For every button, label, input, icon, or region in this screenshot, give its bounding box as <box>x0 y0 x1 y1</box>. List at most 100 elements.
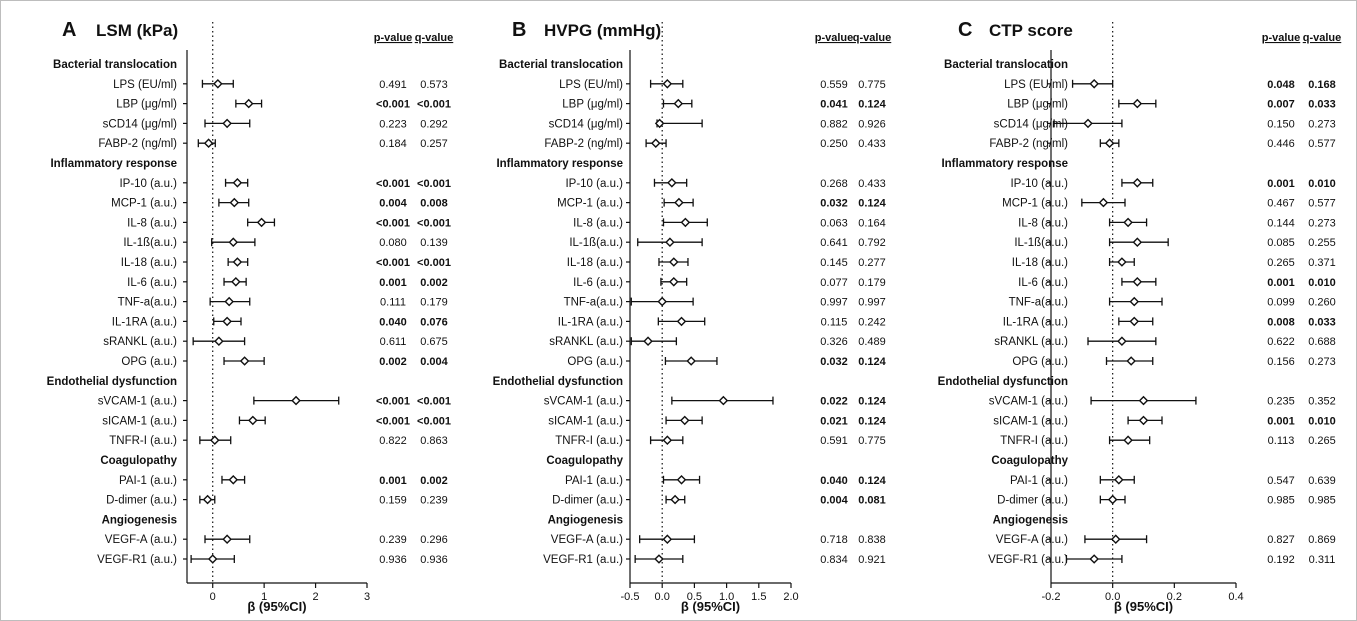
panel-a-p-value: 0.040 <box>379 316 407 328</box>
panel-a-q-value: 0.179 <box>420 297 448 309</box>
panel-b-row-label: MCP-1 (a.u.) <box>557 198 623 210</box>
panel-b-x-tick-label: 2.0 <box>783 591 798 603</box>
panel-b-beta-point <box>674 197 684 208</box>
panel-c-q-value: 0.273 <box>1308 217 1336 229</box>
panel-b-p-header: p-value <box>815 32 854 44</box>
panel-b-p-value: 0.641 <box>820 237 848 249</box>
panel-a-p-value: <0.001 <box>376 415 410 427</box>
panel-c-row-label: IL-18 (a.u.) <box>1012 257 1068 269</box>
panel-a-q-header: q-value <box>415 32 454 44</box>
panel-b-p-value: 0.032 <box>820 198 848 210</box>
panel-b-beta-point <box>650 138 661 148</box>
panel-b-category-label: Coagulopathy <box>546 455 623 467</box>
panel-a-row-label: LPS (EU/ml) <box>113 79 177 91</box>
panel-c-row-label: sVCAM-1 (a.u.) <box>989 396 1068 408</box>
panel-b-row-label: sVCAM-1 (a.u.) <box>544 396 623 408</box>
panel-c-beta-point <box>1098 197 1109 208</box>
panel-a-q-value: 0.257 <box>420 138 448 150</box>
panel-a-category-label: Endothelial dysfunction <box>47 376 177 388</box>
panel-b-row-label: sCD14 (μg/ml) <box>549 118 624 130</box>
panel-b-beta-point <box>662 534 673 544</box>
panel-a-beta-point <box>207 554 218 564</box>
panel-b-row-label: IL-8 (a.u.) <box>573 217 623 229</box>
panel-a-p-value: 0.223 <box>379 118 407 130</box>
panel-c-q-value: 0.639 <box>1308 475 1336 487</box>
panel-c-row-label: OPG (a.u.) <box>1012 356 1068 368</box>
panel-a-q-value: 0.004 <box>420 356 448 368</box>
panel-c-p-value: 0.048 <box>1267 79 1295 91</box>
panel-b-q-value: 0.838 <box>858 534 886 546</box>
panel-a-beta-point <box>222 316 232 327</box>
panel-b-q-value: 0.124 <box>858 415 886 427</box>
panel-a-q-value: 0.573 <box>420 79 448 91</box>
panel-b-row-label: IL-1RA (a.u.) <box>558 316 623 328</box>
panel-b-p-value: 0.115 <box>821 316 848 328</box>
panel-a-beta-point <box>222 534 232 544</box>
panel-c-x-axis-label: β (95%CI) <box>1114 599 1173 614</box>
panel-a-title: LSM (kPa) <box>96 21 178 40</box>
panel-b-x-tick-label: 1.5 <box>751 591 766 603</box>
panel-c-row-label: IL-6 (a.u.) <box>1018 277 1068 289</box>
panel-c-q-value: 0.273 <box>1308 118 1336 130</box>
panel-b-category-label: Bacterial translocation <box>499 59 623 71</box>
panel-a-q-value: 0.008 <box>420 198 448 210</box>
panel-c-p-value: 0.235 <box>1267 396 1295 408</box>
panel-c-row-label: LBP (μg/ml) <box>1007 99 1068 111</box>
panel-c-beta-point <box>1117 257 1127 267</box>
panel-c-p-value: 0.144 <box>1267 217 1295 229</box>
panel-b-p-value: 0.032 <box>820 356 848 368</box>
panel-c-q-value: 0.869 <box>1308 534 1336 546</box>
panel-b-p-value: 0.834 <box>820 554 848 566</box>
panel-a-row-label: sICAM-1 (a.u.) <box>102 415 177 427</box>
panel-a-p-value: 0.822 <box>379 435 407 447</box>
panel-a-row-label: IL-18 (a.u.) <box>121 257 177 269</box>
panel-c-q-value: 0.010 <box>1308 277 1336 289</box>
panel-b-row-label: IL-1ß(a.u.) <box>569 237 623 249</box>
panel-a-beta-point <box>229 197 240 208</box>
panel-a-row-label: PAI-1 (a.u.) <box>119 475 177 487</box>
panel-a-q-value: 0.292 <box>420 118 448 130</box>
panel-c-beta-point <box>1089 79 1099 89</box>
panel-c-p-value: 0.085 <box>1267 237 1295 249</box>
panel-c-q-value: 0.033 <box>1308 316 1336 328</box>
panel-b-q-value: 0.792 <box>858 237 886 249</box>
panel-b-x-tick-label: 1.0 <box>719 591 734 603</box>
panel-a-x-axis-label: β (95%CI) <box>247 599 306 614</box>
panel-c-q-value: 0.265 <box>1308 435 1336 447</box>
panel-c-p-header: p-value <box>1262 32 1301 44</box>
panel-a-p-value: 0.184 <box>379 138 407 150</box>
panel-b-beta-point <box>673 98 684 109</box>
panel-c-x-tick-label: -0.2 <box>1042 591 1061 603</box>
panel-c-row-label: IP-10 (a.u.) <box>1010 178 1068 190</box>
panel-c-p-value: 0.008 <box>1267 316 1295 328</box>
panel-a-p-value: <0.001 <box>376 257 410 269</box>
panel-a-row-label: sRANKL (a.u.) <box>103 336 177 348</box>
panel-a-row-label: IL-8 (a.u.) <box>127 217 177 229</box>
panel-c-p-value: 0.001 <box>1267 277 1295 289</box>
panel-c-row-label: PAI-1 (a.u.) <box>1010 475 1068 487</box>
panel-a-q-value: 0.675 <box>420 336 448 348</box>
panel-c-p-value: 0.001 <box>1267 415 1295 427</box>
panel-c-q-value: 0.985 <box>1308 495 1336 507</box>
panel-b-category-label: Inflammatory response <box>496 158 623 170</box>
panel-a-beta-point <box>243 98 254 109</box>
panel-b-q-value: 0.489 <box>858 336 886 348</box>
panel-b-q-value: 0.124 <box>858 396 886 408</box>
panel-a-row-label: sCD14 (μg/ml) <box>103 118 178 130</box>
panel-b-row-label: sRANKL (a.u.) <box>549 336 623 348</box>
panel-b-category-label: Endothelial dysfunction <box>493 376 623 388</box>
panel-b-q-value: 0.124 <box>858 198 886 210</box>
panel-a-row-label: TNF-a(a.u.) <box>118 297 178 309</box>
panel-b-beta-point <box>679 415 690 426</box>
panel-b-p-value: 0.022 <box>820 396 848 408</box>
panel-c-letter: C <box>958 19 972 41</box>
panel-a-q-value: 0.076 <box>420 316 448 328</box>
panel-b-p-value: 0.021 <box>820 415 848 427</box>
panel-a-row-label: IP-10 (a.u.) <box>119 178 177 190</box>
panel-c-beta-point <box>1104 138 1115 148</box>
panel-a-beta-point <box>232 257 243 267</box>
panel-b-row-label: TNFR-I (a.u.) <box>555 435 623 447</box>
panel-b-p-value: 0.882 <box>820 118 848 130</box>
